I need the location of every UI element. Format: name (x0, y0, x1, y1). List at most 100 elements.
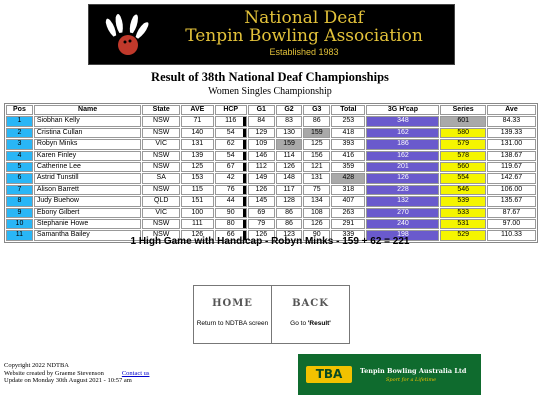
row-g1: 146 (247, 150, 275, 162)
row-g2: 123 (275, 230, 303, 241)
hcp-marker (242, 197, 246, 206)
row-g1: 149 (247, 173, 275, 184)
row-g1: 79 (247, 219, 275, 230)
row-3g-hcap: 198 (366, 230, 440, 241)
table-row: 8 Judy Buehow QLD 151 44 145 128 134 407 132 539 13… (6, 196, 536, 207)
row-g1: 84 (247, 116, 275, 127)
row-name: Judy Buehow (33, 196, 142, 207)
hcp-marker (242, 174, 246, 183)
row-name: Stephanie Howe (33, 219, 142, 230)
row-hcp: 54 (214, 150, 247, 162)
row-pos: 10 (6, 219, 33, 230)
row-total: 393 (331, 139, 366, 150)
row-ave-final: 139.33 (486, 127, 536, 139)
row-g3: 126 (303, 219, 331, 230)
row-g3: 90 (303, 230, 331, 241)
col-g3: G3 (303, 105, 331, 116)
row-ave: 100 (181, 207, 214, 219)
sponsor-tagline: Sport for a Lifetime (386, 377, 437, 383)
copyright-text: Copyright 2022 NDTBA (4, 362, 69, 369)
row-g2: 159 (275, 139, 303, 150)
ndtba-banner: National Deaf Tenpin Bowling Association… (88, 4, 455, 65)
row-series: 533 (440, 207, 486, 219)
col-ave-final: Ave (486, 105, 536, 116)
sponsor-name: Tenpin Bowling Australia Ltd (360, 367, 467, 375)
row-ave: 125 (181, 162, 214, 173)
row-g3: 108 (303, 207, 331, 219)
col-name: Name (33, 105, 142, 116)
contact-link[interactable]: Contact us (121, 369, 150, 377)
bowling-pins-icon (105, 14, 149, 55)
col-series: Series (440, 105, 486, 116)
row-hcp: 54 (214, 127, 247, 139)
row-g3: 131 (303, 173, 331, 184)
row-g1: 69 (247, 207, 275, 219)
updated-text: Update on Monday 30th August 2021 - 10:5… (4, 377, 132, 384)
row-g3: 121 (303, 162, 331, 173)
row-3g-hcap: 270 (366, 207, 440, 219)
table-row: 4 Karen Finley NSW 139 54 146 114 156 416 162 578 1… (6, 150, 536, 162)
row-series: 579 (440, 139, 486, 150)
row-ave: 115 (181, 184, 214, 196)
row-ave-final: 110.33 (486, 230, 536, 241)
sponsor-banner[interactable]: TBA Tenpin Bowling Australia Ltd Sport f… (298, 354, 481, 395)
table-row: 9 Ebony Gilbert VIC 100 90 69 86 108 263 270 533 87… (6, 207, 536, 219)
row-hcp: 80 (214, 219, 247, 230)
row-ave-final: 142.67 (486, 173, 536, 184)
row-total: 318 (331, 184, 366, 196)
col-total: Total (331, 105, 366, 116)
row-ave: 153 (181, 173, 214, 184)
row-ave: 139 (181, 150, 214, 162)
row-hcp: 116 (214, 116, 247, 127)
row-ave: 71 (181, 116, 214, 127)
row-g2: 126 (275, 162, 303, 173)
row-series: 580 (440, 127, 486, 139)
home-icon: HOME (194, 298, 271, 309)
row-3g-hcap: 228 (366, 184, 440, 196)
col-3g-hcap: 3G H'cap (366, 105, 440, 116)
row-g3: 156 (303, 150, 331, 162)
row-ave-final: 87.67 (486, 207, 536, 219)
col-pos: Pos (6, 105, 33, 116)
row-state: NSW (142, 127, 181, 139)
table-row: 2 Cristina Cullan NSW 140 54 129 130 159 418 162 5… (6, 127, 536, 139)
row-series: 601 (440, 116, 486, 127)
row-ave-final: 131.00 (486, 139, 536, 150)
row-state: NSW (142, 230, 181, 241)
row-series: 529 (440, 230, 486, 241)
row-ave: 111 (181, 219, 214, 230)
row-g2: 83 (275, 116, 303, 127)
table-row: 6 Astrid Tunstill SA 153 42 149 148 131 428 126 55… (6, 173, 536, 184)
row-hcp: 90 (214, 207, 247, 219)
back-icon-text: BACK (292, 298, 329, 309)
hcp-marker (242, 231, 246, 240)
row-name: Astrid Tunstill (33, 173, 142, 184)
row-g3: 159 (303, 127, 331, 139)
row-series: 578 (440, 150, 486, 162)
row-total: 418 (331, 127, 366, 139)
row-ave-final: 119.67 (486, 162, 536, 173)
row-3g-hcap: 240 (366, 219, 440, 230)
row-total: 359 (331, 162, 366, 173)
back-button[interactable]: BACK Go to 'Result' (272, 286, 349, 343)
hcp-marker (242, 185, 246, 195)
banner-title: National Deaf (244, 8, 364, 28)
row-name: Catherine Lee (33, 162, 142, 173)
home-button[interactable]: HOME Return to NDTBA screen (194, 286, 272, 343)
row-state: VIC (142, 207, 181, 219)
back-label-target: 'Result' (307, 320, 331, 327)
table-row: 1 Siobhan Kelly NSW 71 116 84 83 86 253 348 601 84.… (6, 116, 536, 127)
col-ave: AVE (181, 105, 214, 116)
row-g2: 114 (275, 150, 303, 162)
row-g3: 86 (303, 116, 331, 127)
results-table: Pos Name State AVE HCP G1 G2 G3 Total 3G… (4, 103, 538, 243)
hcp-marker (242, 140, 246, 149)
row-state: NSW (142, 116, 181, 127)
row-name: Siobhan Kelly (33, 116, 142, 127)
banner-title-2: Tenpin Bowling Association (185, 26, 423, 46)
row-state: VIC (142, 139, 181, 150)
row-ave: 151 (181, 196, 214, 207)
row-pos: 11 (6, 230, 33, 241)
hcp-marker (242, 163, 246, 172)
row-total: 291 (331, 219, 366, 230)
